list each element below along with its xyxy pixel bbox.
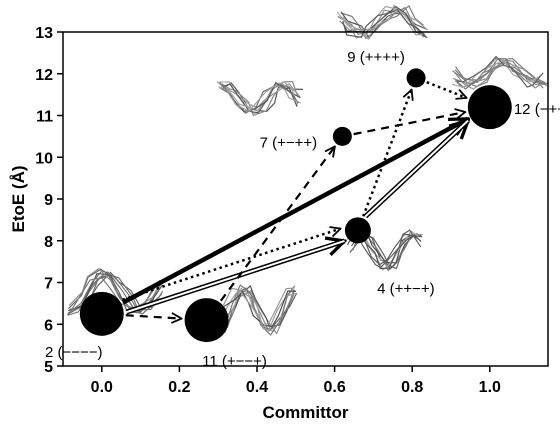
state-label-7: 7 (+−++): [260, 134, 318, 151]
x-tick-label: 0.2: [168, 379, 190, 396]
state-node-12: [467, 85, 512, 130]
state-node-4: [344, 217, 371, 244]
state-node-11: [184, 298, 229, 343]
y-axis-ticks: 5 6 7 8 9 10 11 12 13: [35, 25, 63, 376]
x-tick-label: 1.0: [479, 379, 501, 396]
arrow-2-to-4-double: [125, 241, 344, 315]
x-tick-label: 0.6: [323, 379, 345, 396]
state-nodes: [79, 68, 512, 343]
axes: 0.0 0.2 0.4 0.6 0.8 1.0 5 6 7 8 9 10 11 12 13 Committ…: [9, 25, 549, 422]
x-tick-label: 0.4: [246, 379, 268, 396]
y-tick-label: 7: [44, 276, 53, 293]
conformation-sketch-4: [216, 80, 303, 117]
state-label-12: 12 (−++−): [514, 101, 560, 118]
y-tick-label: 12: [35, 67, 53, 84]
arrow-9-to-12-dotted: [426, 81, 467, 98]
state-node-9: [406, 68, 426, 88]
y-tick-label: 13: [35, 25, 53, 42]
arrow-11-to-7-dashed: [219, 146, 335, 302]
y-tick-label: 5: [44, 359, 53, 376]
conformation-sketch-2: [222, 284, 298, 336]
conformation-structures: [67, 4, 548, 336]
y-tick-label: 9: [44, 192, 53, 209]
arrow-4-to-12-double: [363, 121, 468, 219]
state-label-4: 4 (++−+): [377, 280, 435, 297]
y-axis-title: EtoE (Å): [9, 165, 28, 232]
y-tick-label: 10: [35, 150, 53, 167]
arrow-7-to-12-dashed: [353, 112, 466, 136]
x-tick-label: 0.8: [401, 379, 423, 396]
state-label-2: 2 (−−−−): [45, 344, 103, 361]
x-axis-title: Committor: [263, 403, 349, 422]
transition-arrows: [121, 81, 468, 318]
conformation-sketch-5: [336, 4, 429, 41]
arrow-2-to-11-dashed: [125, 315, 182, 318]
y-tick-label: 8: [44, 234, 53, 251]
state-node-2: [79, 291, 124, 336]
x-axis-ticks: 0.0 0.2 0.4 0.6 0.8 1.0: [91, 366, 501, 396]
arrow-4-to-9-dotted: [362, 90, 411, 217]
arrow-2-to-12-solid-thick: [121, 116, 468, 305]
y-tick-label: 11: [36, 109, 53, 126]
conformation-sketch-6: [451, 55, 548, 90]
state-node-7: [332, 126, 352, 146]
y-tick-label: 6: [44, 317, 53, 334]
x-tick-label: 0.0: [91, 379, 113, 396]
arrow-2-to-4-dotted: [122, 229, 340, 301]
state-label-9: 9 (++++): [347, 49, 405, 66]
